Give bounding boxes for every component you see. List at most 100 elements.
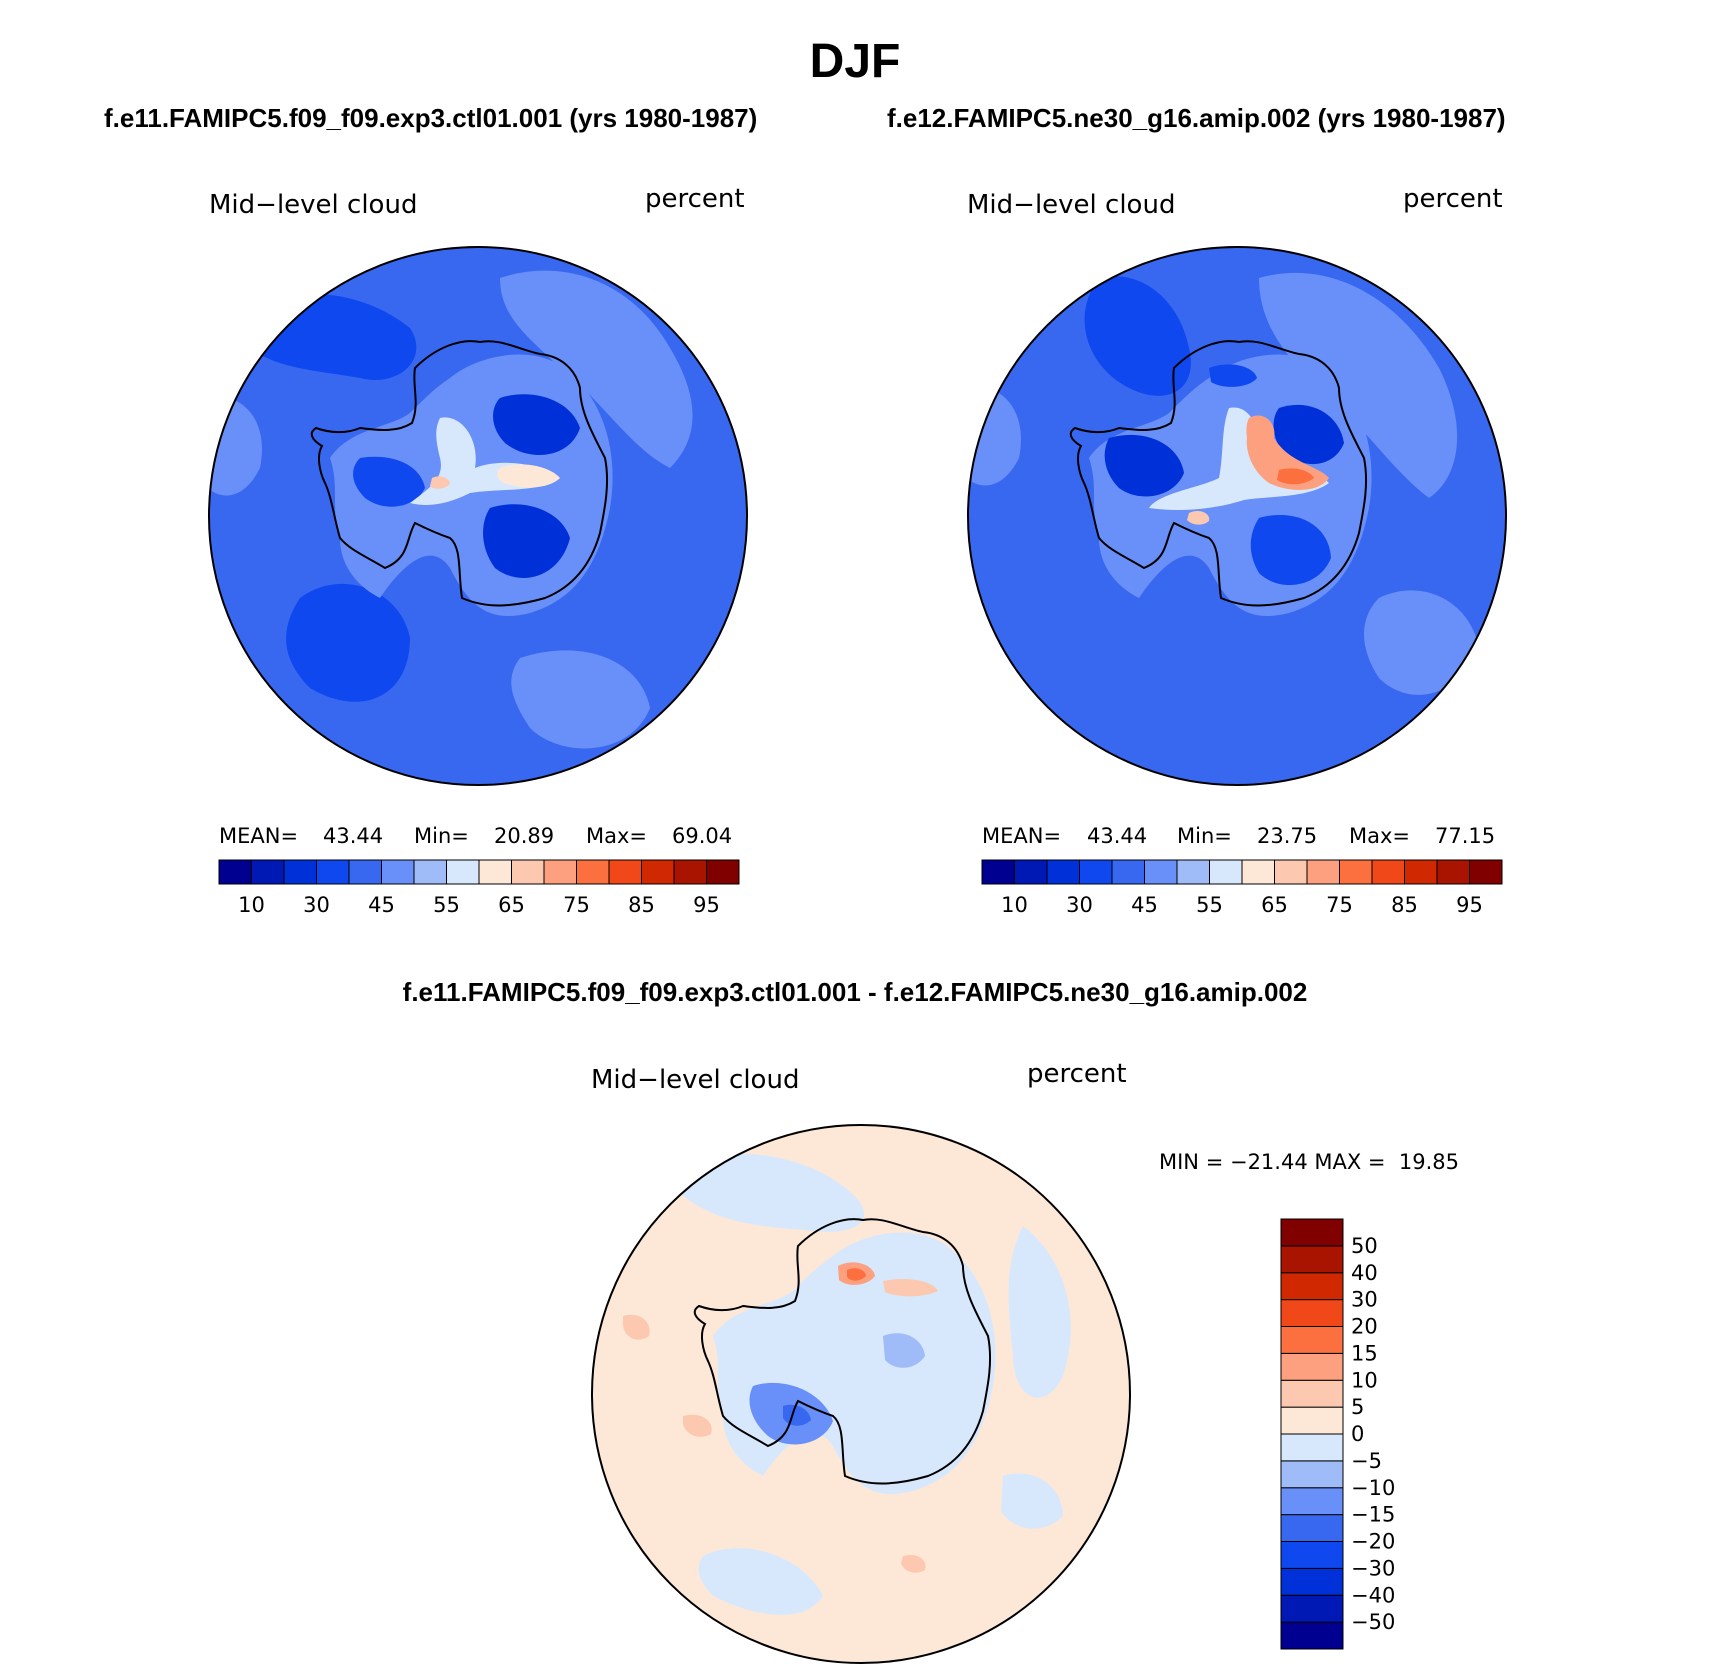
panel2-colorbar-swatch-10 [1306,859,1340,885]
panel3-region-blue-sw [1001,1473,1063,1529]
panel2-min-label: Min= [1177,824,1232,848]
panel1-colorbar-swatch-14 [673,859,707,885]
panel1-colorbar-swatch-6 [413,859,447,885]
panel1-east-dark [493,394,580,455]
panel2-mean-label: MEAN= [982,824,1062,848]
panel3-warm-spot1 [623,1314,650,1340]
main-title: DJF [809,35,901,88]
panel1-colorbar-swatch-3 [316,859,350,885]
panel3-colorbar-tick-label: 30 [1351,1288,1378,1312]
panel1-coastline [310,340,609,607]
panel1-colorbar: 10 30 45 55 65 75 85 95 [218,859,740,917]
panel3-colorbar-swatch-5 [1280,1487,1344,1516]
panel1-region-light [500,270,693,468]
panel1-region-dark2 [286,583,410,702]
panel2-region-light [1259,272,1458,498]
panel1-warm-patch2 [430,476,450,489]
panel1-colorbar-tick-label: 75 [563,893,590,917]
panel2-east-dark [1273,404,1344,465]
panel2-colorbar-tick-label: 45 [1131,893,1158,917]
panel2-max-label: Max= [1349,824,1411,848]
panel2-colorbar-tick-label: 30 [1066,893,1093,917]
panel1-polar-map [208,246,748,786]
panel3-colorbar-swatch-11 [1280,1326,1344,1354]
panel1-west-dark2 [353,456,425,507]
panel3-colorbar-tick-label: −15 [1351,1503,1395,1527]
panel2-colorbar-swatch-9 [1274,859,1308,885]
panel2-colorbar-tick-label: 95 [1456,893,1483,917]
panel2-top-dark [1209,364,1257,387]
panel1-colorbar-swatch-15 [706,859,740,885]
panel1-max-label: Max= [586,824,648,848]
panel2-mean-value: 43.44 [1087,824,1148,848]
panel3-colorbar-swatch-0 [1280,1621,1344,1650]
panel2-min-value: 23.75 [1257,824,1318,848]
panel1-region-light2 [511,650,650,749]
panel3-colorbar-swatch-10 [1280,1352,1344,1381]
panel2-warm-core [1277,468,1314,485]
panel1-mean-label: MEAN= [219,824,299,848]
panel1-subtitle: f.e11.FAMIPC5.f09_f09.exp3.ctl01.001 (yr… [104,103,758,133]
panel2-region-light2 [1364,590,1479,695]
panel1-min-value: 20.89 [494,824,555,848]
panel2-warm-patch2 [1187,510,1210,525]
panel1-map-border [208,246,748,786]
panel2-colorbar-tick-label: 10 [1001,893,1028,917]
panel3-coastline [693,1218,992,1485]
panel2-colorbar-swatch-5 [1144,859,1178,885]
panel1-warm-patch [497,464,560,488]
panel2-polar-map [967,246,1507,786]
panel2-region-dark [1084,276,1191,396]
panel3-region-blue-east [1008,1226,1071,1398]
panel3-region-blue-south [698,1548,823,1615]
panel3-colorbar-swatch-8 [1280,1406,1344,1435]
panel3-colorbar-tick-label: −50 [1351,1610,1395,1634]
panel3-colorbar-swatch-4 [1280,1514,1344,1542]
panel1-colorbar-swatch-9 [511,859,545,885]
panel3-colorbar-tick-label: 20 [1351,1315,1378,1339]
panel1-colorbar-swatch-11 [576,859,610,885]
panel3-colorbar-tick-label: 40 [1351,1261,1378,1285]
panel3-region-blue-north [663,1153,865,1232]
panel2-colorbar-swatch-3 [1079,859,1113,885]
panel1-colorbar-tick-label: 10 [238,893,265,917]
panel1-colorbar-tick-label: 85 [628,893,655,917]
panel1-colorbar-swatch-0 [218,859,252,885]
panel3-colorbar-tick-label: 10 [1351,1368,1378,1392]
panel3-colorbar-swatch-7 [1280,1433,1344,1462]
panel3-colorbar-swatch-13 [1280,1272,1344,1301]
panel1-colorbar-swatch-8 [478,859,512,885]
panel2-colorbar-swatch-15 [1469,859,1503,885]
panel3-pos-band [883,1279,938,1297]
panel2-max-value: 77.15 [1435,824,1496,848]
panel3-units-label: percent [1027,1059,1127,1089]
panel3-colorbar-tick-label: 0 [1351,1422,1364,1446]
panel2-colorbar-swatch-2 [1046,859,1080,885]
panel1-colorbar-swatch-10 [543,859,577,885]
panel2-map-border [967,246,1507,786]
panel1-colorbar-tick-label: 45 [368,893,395,917]
panel3-colorbar-swatch-1 [1280,1594,1344,1623]
panel1-colorbar-swatch-5 [381,859,415,885]
panel1-max-value: 69.04 [672,824,733,848]
panel1-colorbar-swatch-12 [608,859,642,885]
panel2-colorbar-tick-label: 85 [1391,893,1418,917]
panel1-colorbar-swatch-4 [348,859,382,885]
panel1-min-label: Min= [414,824,469,848]
panel3-colorbar-tick-label: 5 [1351,1395,1364,1419]
panel1-colorbar-tick-label: 65 [498,893,525,917]
panel3-polar-map [591,1124,1131,1664]
panel3-colorbar-tick-label: 50 [1351,1234,1378,1258]
panel3-colorbar-swatch-14 [1280,1245,1344,1274]
panel3-colorbar-tick-label: −10 [1351,1476,1395,1500]
panel2-colorbar-tick-label: 75 [1326,893,1353,917]
panel2-colorbar-swatch-6 [1176,859,1210,885]
panel3-colorbar-swatch-12 [1280,1299,1344,1327]
panel1-units-label: percent [645,184,745,214]
panel1-colorbar-tick-label: 30 [303,893,330,917]
panel2-colorbar-swatch-8 [1241,859,1275,885]
panel3-warm-spot3 [901,1554,926,1573]
panel2-warm-patch [1246,415,1329,490]
panel3-colorbar-swatch-15 [1280,1218,1344,1247]
